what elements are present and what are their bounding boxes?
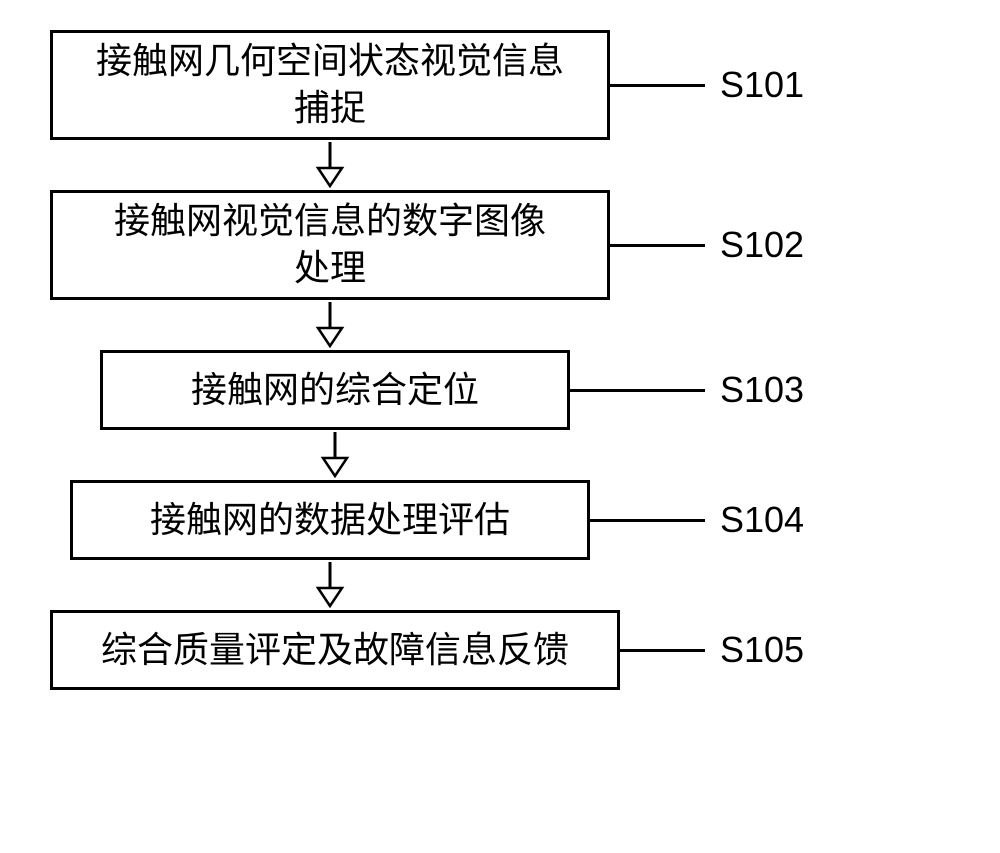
step-text: 综合质量评定及故障信息反馈 xyxy=(101,627,569,674)
step-text: 接触网的数据处理评估 xyxy=(150,497,510,544)
arrow-down-icon xyxy=(312,142,348,188)
step-label: S105 xyxy=(720,629,804,671)
step-box-5: 综合质量评定及故障信息反馈 xyxy=(50,610,620,690)
step-label: S101 xyxy=(720,64,804,106)
flowchart-step: 接触网几何空间状态视觉信息捕捉 S101 xyxy=(50,30,950,140)
step-box-3: 接触网的综合定位 xyxy=(100,350,570,430)
step-box-2: 接触网视觉信息的数字图像处理 xyxy=(50,190,610,300)
label-connector xyxy=(570,389,705,392)
step-text: 接触网几何空间状态视觉信息捕捉 xyxy=(96,38,564,132)
step-label: S104 xyxy=(720,499,804,541)
step-label: S102 xyxy=(720,224,804,266)
step-text: 接触网的综合定位 xyxy=(191,367,479,414)
arrow-down-icon xyxy=(317,432,353,478)
arrow-down-icon xyxy=(312,562,348,608)
arrow-down xyxy=(70,560,590,610)
step-box-4: 接触网的数据处理评估 xyxy=(70,480,590,560)
arrow-down xyxy=(100,430,570,480)
step-box-1: 接触网几何空间状态视觉信息捕捉 xyxy=(50,30,610,140)
arrow-down xyxy=(50,300,610,350)
step-text: 接触网视觉信息的数字图像处理 xyxy=(114,198,546,292)
step-label: S103 xyxy=(720,369,804,411)
flowchart-step: 接触网视觉信息的数字图像处理 S102 xyxy=(50,190,950,300)
flowchart-step: 接触网的综合定位 S103 xyxy=(100,350,950,430)
label-connector xyxy=(590,519,705,522)
flowchart-step: 接触网的数据处理评估 S104 xyxy=(70,480,950,560)
arrow-down xyxy=(50,140,610,190)
arrow-down-icon xyxy=(312,302,348,348)
flowchart-container: 接触网几何空间状态视觉信息捕捉 S101 接触网视觉信息的数字图像处理 S102… xyxy=(50,30,950,690)
flowchart-step: 综合质量评定及故障信息反馈 S105 xyxy=(50,610,950,690)
label-connector xyxy=(610,84,705,87)
label-connector xyxy=(610,244,705,247)
label-connector xyxy=(620,649,705,652)
